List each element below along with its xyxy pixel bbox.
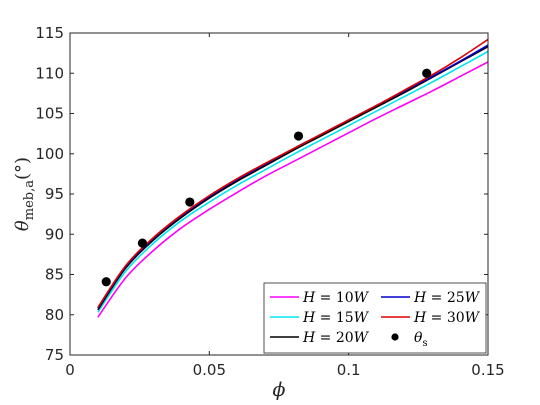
y-axis-label-sub: meb,a xyxy=(22,180,37,220)
data-points xyxy=(101,68,432,287)
data-point xyxy=(185,197,195,207)
y-axis-label: θmeb,a(°) xyxy=(12,157,37,231)
x-tick-label: 0.1 xyxy=(337,361,361,379)
data-point xyxy=(422,68,432,78)
legend: H = 10W H = 15W H = 20W H = 25W H = 30W θs xyxy=(263,282,487,354)
x-tick-label: 0.15 xyxy=(471,361,504,379)
plot-frame xyxy=(69,32,489,356)
y-axis-label-unit: (°) xyxy=(12,157,33,180)
series-lines xyxy=(97,38,489,318)
legend-label: H = 25W xyxy=(413,290,481,306)
legend-point-marker xyxy=(391,333,399,341)
x-axis-label: ϕ xyxy=(273,379,286,401)
series-line-h15w xyxy=(97,50,489,313)
series-line-h20w xyxy=(97,45,489,311)
legend-label: H = 30W xyxy=(413,310,481,326)
data-point xyxy=(293,131,304,141)
series-line-h10w xyxy=(97,61,489,318)
x-tick-label: 0.05 xyxy=(193,361,226,379)
x-tick-label: 0 xyxy=(65,361,75,379)
legend-box xyxy=(263,282,487,354)
series-line-h30w xyxy=(97,38,489,308)
y-tick-label: 75 xyxy=(45,346,64,364)
y-tick-label: 90 xyxy=(45,225,64,243)
legend-items: H = 10W H = 15W H = 20W H = 25W H = 30W θs xyxy=(270,290,481,349)
y-tick-label: 85 xyxy=(45,266,64,284)
legend-label-points: θs xyxy=(414,330,428,349)
svg-text:θmeb,a(°): θmeb,a(°) xyxy=(12,157,37,231)
data-point xyxy=(101,277,111,287)
data-point xyxy=(137,238,148,248)
legend-label: H = 15W xyxy=(302,310,370,326)
y-tick-label: 105 xyxy=(35,105,64,123)
y-tick-label: 115 xyxy=(35,24,64,42)
legend-label: H = 20W xyxy=(302,330,370,346)
y-tick-label: 80 xyxy=(45,306,64,324)
tick-labels: 0 0.05 0.1 0.15 75 80 85 90 95 100 105 110 115 xyxy=(35,24,504,379)
y-tick-label: 100 xyxy=(35,145,64,163)
y-tick-label: 95 xyxy=(45,185,64,203)
legend-label: H = 10W xyxy=(302,290,370,306)
y-tick-label: 110 xyxy=(35,64,64,82)
y-axis-label-main: θ xyxy=(12,220,33,231)
